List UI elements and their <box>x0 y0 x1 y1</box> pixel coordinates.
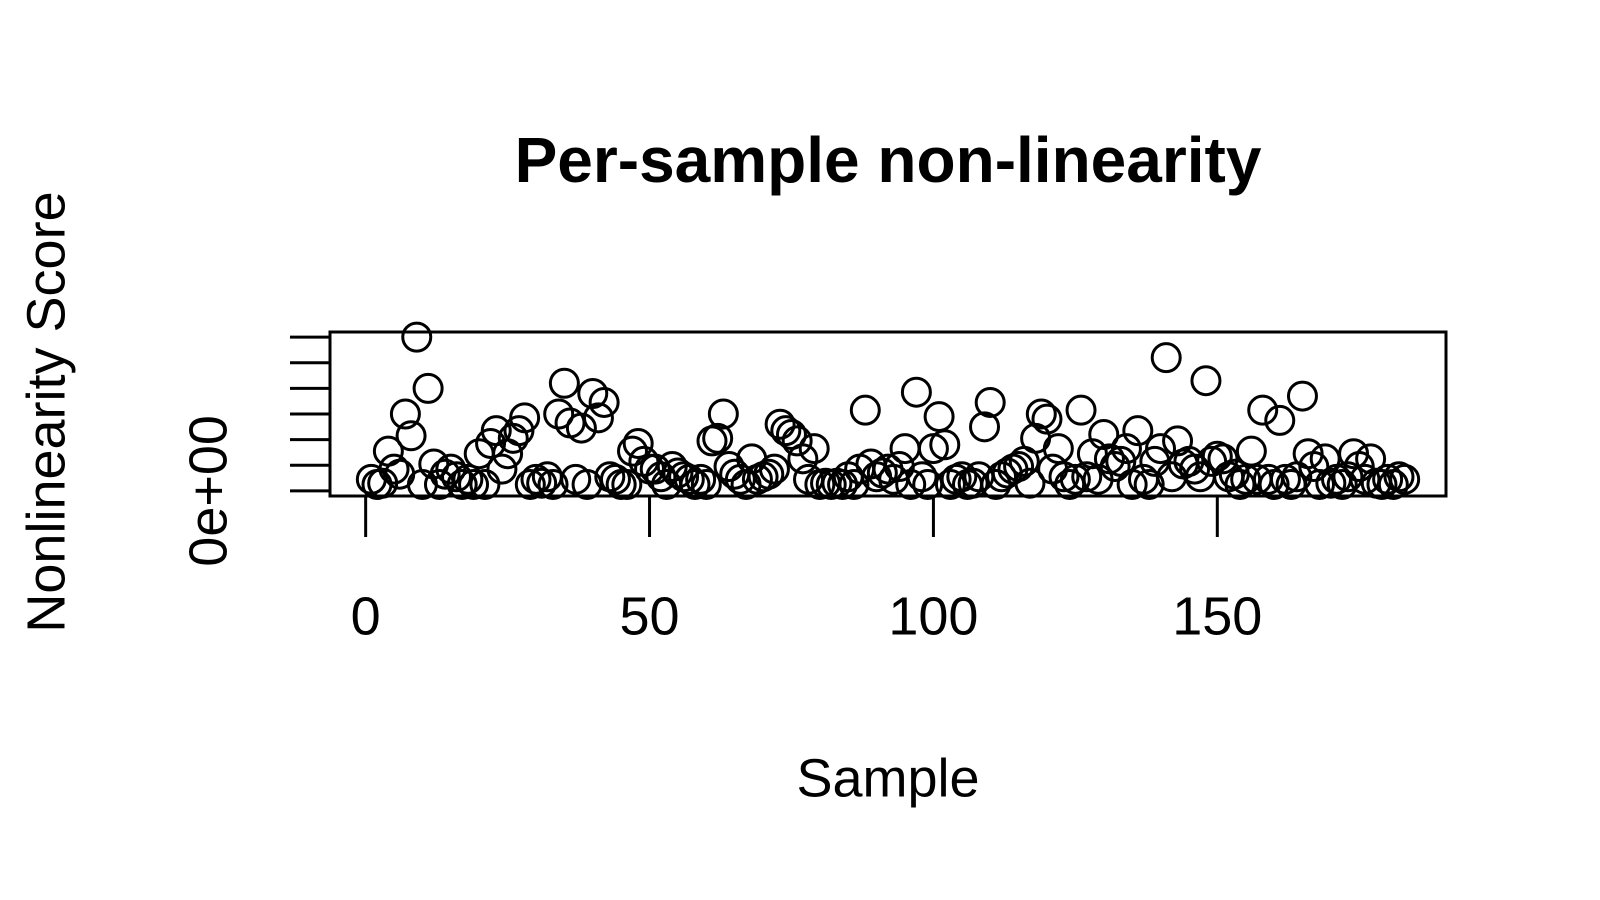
point <box>611 468 643 500</box>
x-tick-label: 150 <box>1172 586 1262 646</box>
x-tick-label: 100 <box>888 586 978 646</box>
x-axis-label: Sample <box>796 748 979 808</box>
point <box>452 463 484 495</box>
point <box>1235 435 1267 467</box>
point <box>1332 461 1364 493</box>
point <box>753 458 785 490</box>
point <box>1093 443 1125 475</box>
point <box>764 408 796 440</box>
point <box>1003 451 1035 483</box>
point <box>1247 394 1279 426</box>
point <box>1145 433 1177 465</box>
point <box>446 468 478 500</box>
point <box>889 433 921 465</box>
point <box>957 467 989 499</box>
point <box>412 372 444 404</box>
point <box>389 398 421 430</box>
point <box>1207 443 1239 475</box>
point <box>690 468 722 500</box>
y-tick-label: 0e+00 <box>178 415 238 567</box>
point <box>1110 433 1142 465</box>
point <box>849 394 881 426</box>
point <box>827 468 859 500</box>
point <box>1099 451 1131 483</box>
point <box>980 468 1012 500</box>
point <box>1014 467 1046 499</box>
point <box>1071 461 1103 493</box>
point <box>469 468 501 500</box>
point <box>900 376 932 408</box>
point <box>526 467 558 499</box>
point <box>1269 463 1301 495</box>
point <box>974 386 1006 418</box>
point <box>582 402 614 434</box>
point <box>588 386 620 418</box>
point <box>1264 404 1296 436</box>
point <box>440 461 472 493</box>
point <box>906 461 938 493</box>
point <box>1048 461 1080 493</box>
point <box>548 367 580 399</box>
point <box>1122 415 1154 447</box>
point <box>781 425 813 457</box>
point <box>565 412 597 444</box>
point <box>758 453 790 485</box>
point <box>509 402 541 434</box>
point <box>1372 463 1404 495</box>
point <box>673 463 705 495</box>
x-tick-label: 50 <box>619 586 679 646</box>
point <box>798 433 830 465</box>
point <box>458 468 490 500</box>
point <box>1190 365 1222 397</box>
point <box>543 398 575 430</box>
point <box>1133 468 1165 500</box>
point <box>1042 433 1074 465</box>
y-axis-label: Nonlinearity Score <box>16 191 76 632</box>
point <box>1031 403 1063 435</box>
point <box>1286 380 1318 412</box>
point <box>639 453 671 485</box>
point <box>537 468 569 500</box>
point <box>1315 467 1347 499</box>
point <box>969 411 1001 443</box>
point <box>378 453 410 485</box>
point <box>1326 468 1358 500</box>
point <box>429 458 461 490</box>
point <box>520 463 552 495</box>
point <box>1059 463 1091 495</box>
point <box>622 427 654 459</box>
point <box>838 468 870 500</box>
point <box>1355 443 1387 475</box>
point <box>617 435 649 467</box>
point <box>787 443 819 475</box>
point <box>514 468 546 500</box>
point <box>1366 468 1398 500</box>
x-tick-label: 0 <box>351 586 381 646</box>
point <box>486 453 518 485</box>
point <box>707 398 739 430</box>
point <box>679 468 711 500</box>
point <box>685 463 717 495</box>
point <box>770 415 802 447</box>
point <box>929 429 961 461</box>
point <box>401 321 433 353</box>
point <box>1150 342 1182 374</box>
point <box>1025 398 1057 430</box>
point <box>395 420 427 452</box>
point <box>1065 394 1097 426</box>
chart-title: Per-sample non-linearity <box>515 124 1262 196</box>
point <box>702 422 734 454</box>
point <box>923 401 955 433</box>
point <box>577 378 609 409</box>
point <box>1088 419 1120 450</box>
point <box>435 453 467 485</box>
point <box>1389 463 1421 495</box>
